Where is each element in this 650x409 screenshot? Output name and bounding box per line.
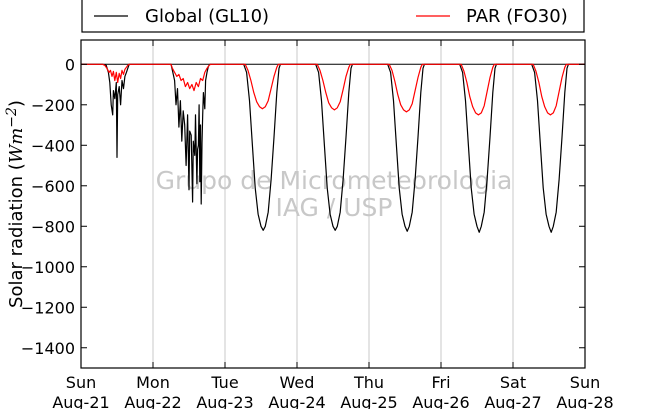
plot-frame (80, 39, 586, 369)
y-tick-label: −1000 (21, 258, 75, 277)
x-tick-label-date: Aug-28 (556, 393, 613, 409)
x-tick-label-weekday: Wed (280, 373, 315, 392)
y-tick-label: −200 (31, 96, 75, 115)
y-axis-label-exponent: −2 (4, 107, 20, 128)
x-tick-label-weekday: Mon (136, 373, 170, 392)
x-tick-label-weekday: Sun (66, 373, 96, 392)
x-tick-label-weekday: Thu (353, 373, 384, 392)
x-tick-label-date: Aug-24 (268, 393, 325, 409)
series-line-1 (81, 63, 585, 116)
y-axis-label-text: Solar radiation ( (6, 163, 27, 308)
y-axis-label-close: ) (6, 100, 27, 107)
y-tick-label: −1200 (21, 298, 75, 317)
x-tick-label-weekday: Sun (570, 373, 600, 392)
y-tick-label: −400 (31, 136, 75, 155)
x-tick-label-date: Aug-23 (196, 393, 253, 409)
plot-background (81, 40, 585, 368)
y-axis-label: Solar radiation (Wm−2) (4, 100, 27, 308)
x-axis-ticks: SunAug-21MonAug-22TueAug-23WedAug-24ThuA… (52, 40, 614, 409)
plot-area: Grupo de Micrometeorologia IAG / USP 0 −2… (21, 39, 614, 409)
y-tick-label: −800 (31, 217, 75, 236)
x-tick-label-weekday: Sat (500, 373, 526, 392)
x-tick-label-date: Aug-27 (484, 393, 541, 409)
x-tick-label-weekday: Tue (210, 373, 238, 392)
legend: Global (GL10) PAR (FO30) (81, 0, 585, 33)
legend-frame (81, 0, 585, 33)
y-axis-ticks: 0 −200 −400 −600 −800 −1000 −1200 −1400 (21, 55, 585, 358)
x-tick-label-date: Aug-25 (340, 393, 397, 409)
x-tick-label-weekday: Fri (431, 373, 450, 392)
x-tick-label-date: Aug-21 (52, 393, 109, 409)
y-tick-label: −600 (31, 177, 75, 196)
y-tick-label: −1400 (21, 339, 75, 358)
x-tick-label-date: Aug-22 (124, 393, 181, 409)
series-line-0 (81, 63, 585, 233)
series-layer (81, 63, 585, 233)
y-axis-label-unit: Wm (6, 128, 27, 164)
legend-label-par: PAR (FO30) (466, 6, 568, 27)
y-tick-label: 0 (65, 55, 75, 74)
watermark-line-1: Grupo de Micrometeorologia (156, 166, 513, 195)
x-tick-label-date: Aug-26 (412, 393, 469, 409)
legend-label-global: Global (GL10) (145, 6, 269, 27)
watermark-line-2: IAG / USP (276, 193, 393, 222)
vertical-gridlines (152, 40, 514, 368)
